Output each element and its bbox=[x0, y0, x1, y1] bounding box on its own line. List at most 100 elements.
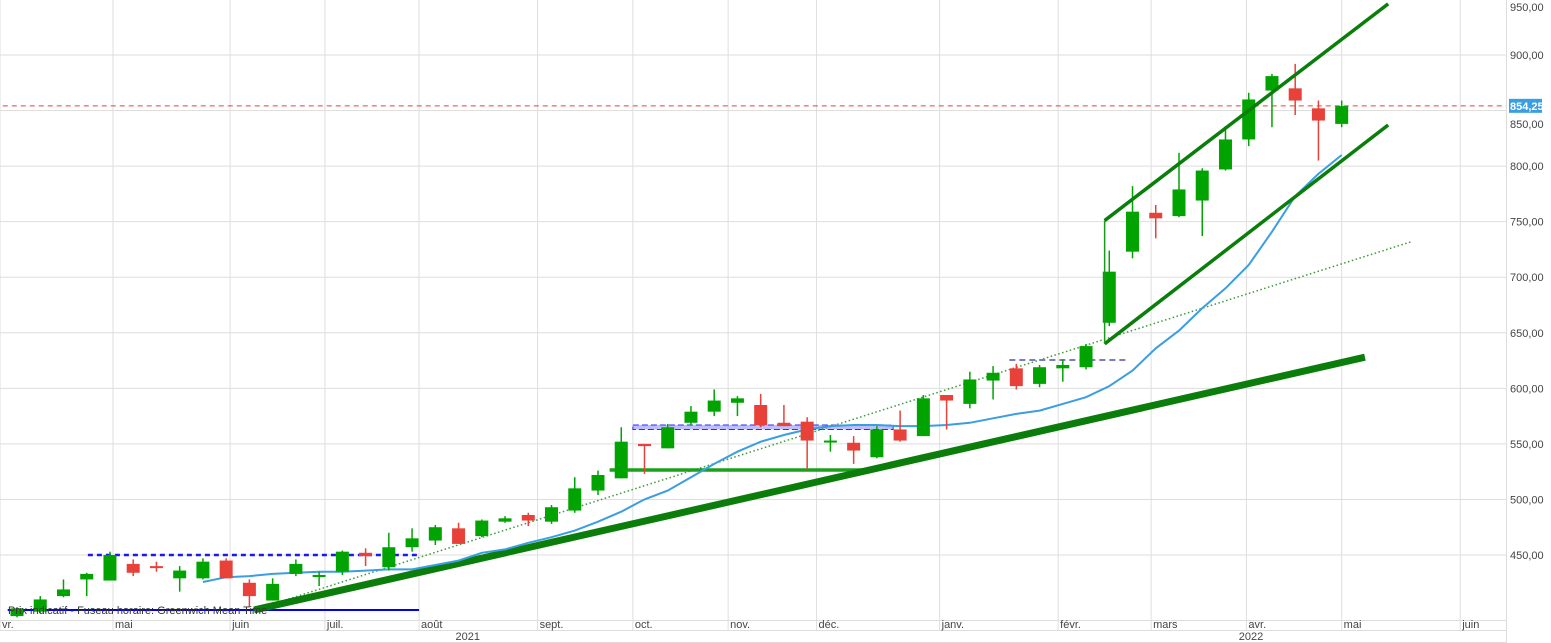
month-label: déc. bbox=[818, 619, 839, 631]
candle-body bbox=[33, 599, 47, 612]
month-label: avr. bbox=[1248, 619, 1266, 631]
candle bbox=[591, 470, 605, 495]
candle bbox=[266, 578, 280, 601]
candle bbox=[1195, 168, 1209, 237]
support-trendline bbox=[253, 353, 1366, 614]
candle-body bbox=[986, 372, 1000, 381]
candle bbox=[10, 607, 24, 618]
candle bbox=[289, 559, 303, 577]
candle-body bbox=[707, 400, 721, 412]
candle-body bbox=[545, 507, 559, 522]
candle-body bbox=[777, 422, 791, 427]
candles bbox=[10, 63, 1349, 618]
candle-body bbox=[219, 560, 233, 579]
month-label: juin bbox=[231, 619, 249, 631]
candle bbox=[730, 396, 744, 417]
month-label: août bbox=[421, 619, 442, 631]
candle-body bbox=[452, 528, 466, 544]
current-price-box bbox=[1509, 98, 1542, 113]
candle-body bbox=[498, 518, 512, 522]
channel-lower-line bbox=[1103, 123, 1390, 346]
candle-body bbox=[335, 551, 349, 572]
candle-body bbox=[10, 608, 24, 617]
candle bbox=[33, 596, 47, 613]
y-tick-label: 950,00 bbox=[1510, 2, 1544, 14]
sma-line bbox=[202, 154, 1343, 583]
candle-body bbox=[126, 563, 140, 573]
candle bbox=[754, 393, 768, 428]
candle bbox=[893, 410, 907, 442]
candle-body bbox=[963, 379, 977, 404]
month-label: vr. bbox=[2, 619, 14, 631]
candle-body bbox=[382, 547, 396, 568]
drawings[interactable] bbox=[0, 105, 1551, 614]
candle bbox=[149, 561, 163, 572]
candle-body bbox=[1265, 76, 1279, 91]
month-label: oct. bbox=[635, 619, 653, 631]
candle-body bbox=[1056, 365, 1070, 369]
candle bbox=[405, 528, 419, 552]
month-label: sept. bbox=[540, 619, 564, 631]
candle bbox=[475, 519, 489, 538]
candle bbox=[382, 532, 396, 571]
month-label: mars bbox=[1153, 619, 1178, 631]
candle-body bbox=[614, 441, 628, 479]
candle bbox=[661, 423, 675, 449]
candle bbox=[568, 477, 582, 513]
candle bbox=[312, 571, 326, 587]
y-tick-label: 500,00 bbox=[1510, 494, 1544, 506]
dotted-trendline bbox=[253, 240, 1412, 611]
candle-body bbox=[1102, 271, 1116, 323]
candle-body bbox=[405, 538, 419, 548]
candle-body bbox=[893, 429, 907, 441]
y-tick-label: 850,00 bbox=[1510, 119, 1544, 131]
candle-body bbox=[916, 398, 930, 437]
candle-body bbox=[475, 520, 489, 537]
candle-body bbox=[1218, 139, 1232, 170]
candle bbox=[1009, 363, 1023, 390]
channel-upper-line bbox=[1103, 2, 1390, 222]
candle bbox=[1335, 100, 1349, 128]
grid bbox=[0, 0, 1506, 630]
candle-body bbox=[312, 575, 326, 577]
candle-body bbox=[823, 440, 837, 443]
candle bbox=[800, 417, 814, 470]
month-label: janv. bbox=[941, 619, 964, 631]
candle bbox=[126, 559, 140, 577]
candle-body bbox=[173, 570, 187, 579]
candle bbox=[428, 525, 442, 545]
candle-body bbox=[684, 411, 698, 423]
candle bbox=[614, 427, 628, 479]
candle bbox=[637, 443, 651, 474]
candle-body bbox=[800, 421, 814, 441]
candle-body bbox=[847, 442, 861, 451]
candle-body bbox=[661, 427, 675, 449]
candle-body bbox=[730, 398, 744, 403]
candle-body bbox=[1033, 367, 1047, 384]
candle-body bbox=[1149, 212, 1163, 219]
channel-drawings[interactable] bbox=[1103, 2, 1390, 346]
y-axis: 450,00 500,00 550,00 600,00 650,00 700,00 750,… bbox=[1506, 0, 1544, 643]
candle bbox=[1242, 92, 1256, 147]
candle-body bbox=[1288, 88, 1302, 101]
year-label: 2021 bbox=[456, 631, 480, 643]
candle bbox=[986, 366, 1000, 400]
candle bbox=[173, 566, 187, 592]
candle bbox=[335, 550, 349, 575]
candle-body bbox=[568, 488, 582, 511]
y-tick-label: 900,00 bbox=[1510, 50, 1544, 62]
y-tick-label: 600,00 bbox=[1510, 383, 1544, 395]
candle-body bbox=[149, 566, 163, 569]
year-label: 2022 bbox=[1239, 631, 1263, 643]
candle bbox=[452, 522, 466, 544]
candle bbox=[1149, 205, 1163, 239]
candle-body bbox=[754, 405, 768, 425]
candle-body bbox=[289, 563, 303, 574]
candle bbox=[1033, 365, 1047, 388]
month-label: mai bbox=[1344, 619, 1362, 631]
candle-body bbox=[591, 475, 605, 491]
candle bbox=[1311, 100, 1325, 161]
y-tick-label: 650,00 bbox=[1510, 328, 1544, 340]
y-tick-label: 550,00 bbox=[1510, 439, 1544, 451]
